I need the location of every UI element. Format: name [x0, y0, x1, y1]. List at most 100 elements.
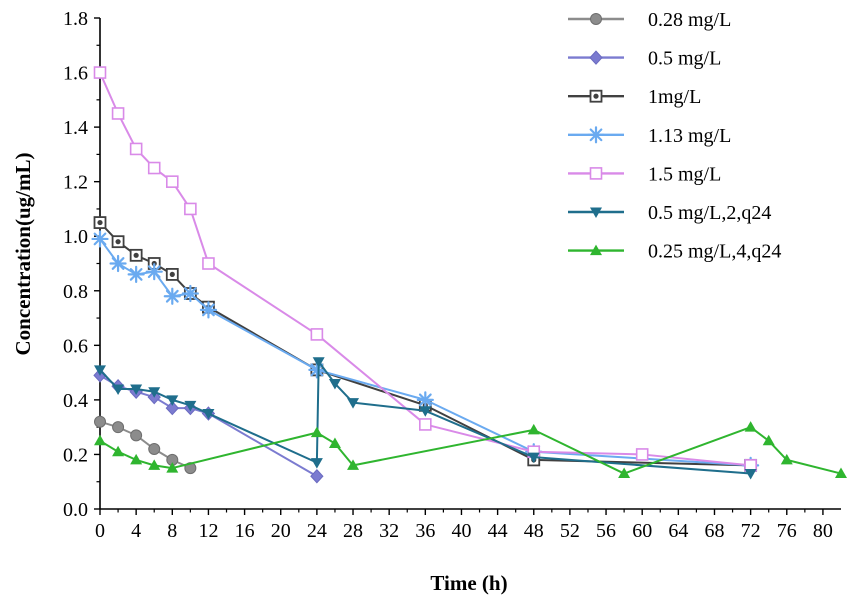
data-point — [93, 66, 107, 79]
series-line — [99, 426, 842, 475]
marker-dot — [115, 239, 121, 245]
legend-entry: 1mg/L — [568, 86, 701, 108]
x-tick-label: 16 — [235, 520, 255, 542]
x-tick-label: 76 — [777, 520, 797, 542]
data-point — [419, 406, 432, 417]
x-tick-label: 52 — [560, 520, 580, 542]
legend-marker — [587, 126, 605, 144]
x-tick-label: 56 — [596, 520, 616, 542]
legend: 0.28 mg/L 0.5 mg/L 1mg/L 1.13 mg/L 1.5 mg/L 0… — [568, 9, 781, 263]
y-tick-label: 1.4 — [63, 117, 88, 139]
x-tick-label: 20 — [271, 520, 291, 542]
x-tick-label: 0 — [95, 520, 105, 542]
legend-marker — [589, 167, 603, 180]
x-tick-label: 28 — [343, 520, 363, 542]
x-tick-label: 44 — [488, 520, 508, 542]
data-point — [181, 284, 199, 303]
x-tick-label: 8 — [167, 520, 177, 542]
x-tick-label: 12 — [198, 520, 218, 542]
marker-stroke — [129, 268, 143, 281]
data-point — [145, 263, 163, 281]
legend-label: 0.5 mg/L — [648, 48, 721, 70]
legend-label: 1mg/L — [648, 86, 701, 108]
legend-marker — [590, 207, 602, 218]
data-point — [129, 248, 143, 262]
data-point — [618, 467, 631, 479]
data-point — [835, 467, 847, 479]
series-6 — [94, 421, 847, 479]
legend-marker — [590, 244, 602, 256]
marker-stroke — [111, 257, 125, 270]
x-tick-label: 80 — [813, 520, 833, 542]
series-line — [99, 238, 751, 467]
data-point — [762, 434, 775, 446]
legend-label: 1.13 mg/L — [648, 125, 731, 147]
data-point — [744, 421, 757, 432]
marker-stroke — [310, 363, 324, 377]
legend-entry: 0.28 mg/L — [568, 9, 731, 31]
x-axis-title: Time (h) — [430, 571, 507, 595]
axes: 0 4 8 12 16 20 24 28 32 36 40 44 48 52 56 60 64 68 72 76 800… — [63, 8, 841, 542]
legend-entry: 0.5 mg/L — [568, 48, 721, 70]
x-tick-label: 72 — [741, 520, 761, 542]
data-point — [148, 387, 161, 398]
data-point — [94, 415, 106, 428]
data-point — [184, 202, 197, 216]
marker-stroke — [418, 393, 432, 407]
data-point — [308, 361, 326, 379]
data-point — [165, 175, 179, 188]
legend-entry: 0.25 mg/L,4,q24 — [568, 241, 781, 263]
legend-marker — [589, 50, 603, 65]
marker-stroke — [147, 265, 161, 279]
data-point — [109, 254, 127, 273]
marker-dot — [133, 252, 139, 258]
data-point — [184, 400, 197, 412]
x-tick-label: 64 — [668, 520, 688, 542]
data-point — [130, 384, 143, 395]
legend-entry: 1.13 mg/L — [568, 125, 731, 147]
series-3 — [91, 230, 760, 474]
data-point — [94, 365, 106, 376]
data-point — [310, 328, 324, 341]
data-point — [780, 453, 793, 465]
x-tick-label: 36 — [415, 520, 435, 542]
data-point — [166, 395, 179, 406]
y-tick-label: 1.2 — [63, 172, 88, 194]
x-tick-label: 40 — [451, 520, 471, 542]
marker-dot — [169, 271, 175, 278]
data-point — [312, 357, 325, 368]
data-point — [635, 448, 649, 461]
data-point — [328, 379, 341, 390]
data-point — [127, 265, 145, 284]
y-tick-label: 1.6 — [63, 63, 88, 85]
series-4 — [93, 66, 757, 472]
data-point — [419, 418, 432, 431]
data-point — [165, 400, 179, 416]
data-point — [111, 107, 125, 120]
data-point — [130, 429, 143, 442]
data-point — [147, 161, 161, 175]
data-point — [328, 437, 341, 449]
legend-marker — [589, 89, 603, 103]
data-point — [527, 423, 540, 435]
series-5 — [94, 357, 757, 480]
data-point — [148, 459, 161, 470]
marker-dot — [97, 219, 103, 226]
data-point — [744, 469, 757, 480]
y-tick-label: 0.4 — [63, 390, 88, 412]
data-point — [111, 235, 125, 249]
series-1 — [93, 368, 324, 484]
y-tick-label: 0.8 — [63, 281, 88, 303]
data-point — [91, 230, 109, 248]
x-tick-label: 60 — [632, 520, 652, 542]
legend-label: 0.5 mg/L,2,q24 — [648, 202, 771, 224]
legend-entry: 1.5 mg/L — [568, 163, 721, 185]
data-point — [347, 398, 360, 409]
data-point — [93, 216, 107, 229]
legend-marker — [590, 13, 602, 25]
data-point — [347, 459, 360, 470]
legend-label: 0.25 mg/L,4,q24 — [648, 241, 781, 263]
series-layer — [91, 66, 847, 484]
y-tick-label: 1.8 — [63, 8, 88, 30]
